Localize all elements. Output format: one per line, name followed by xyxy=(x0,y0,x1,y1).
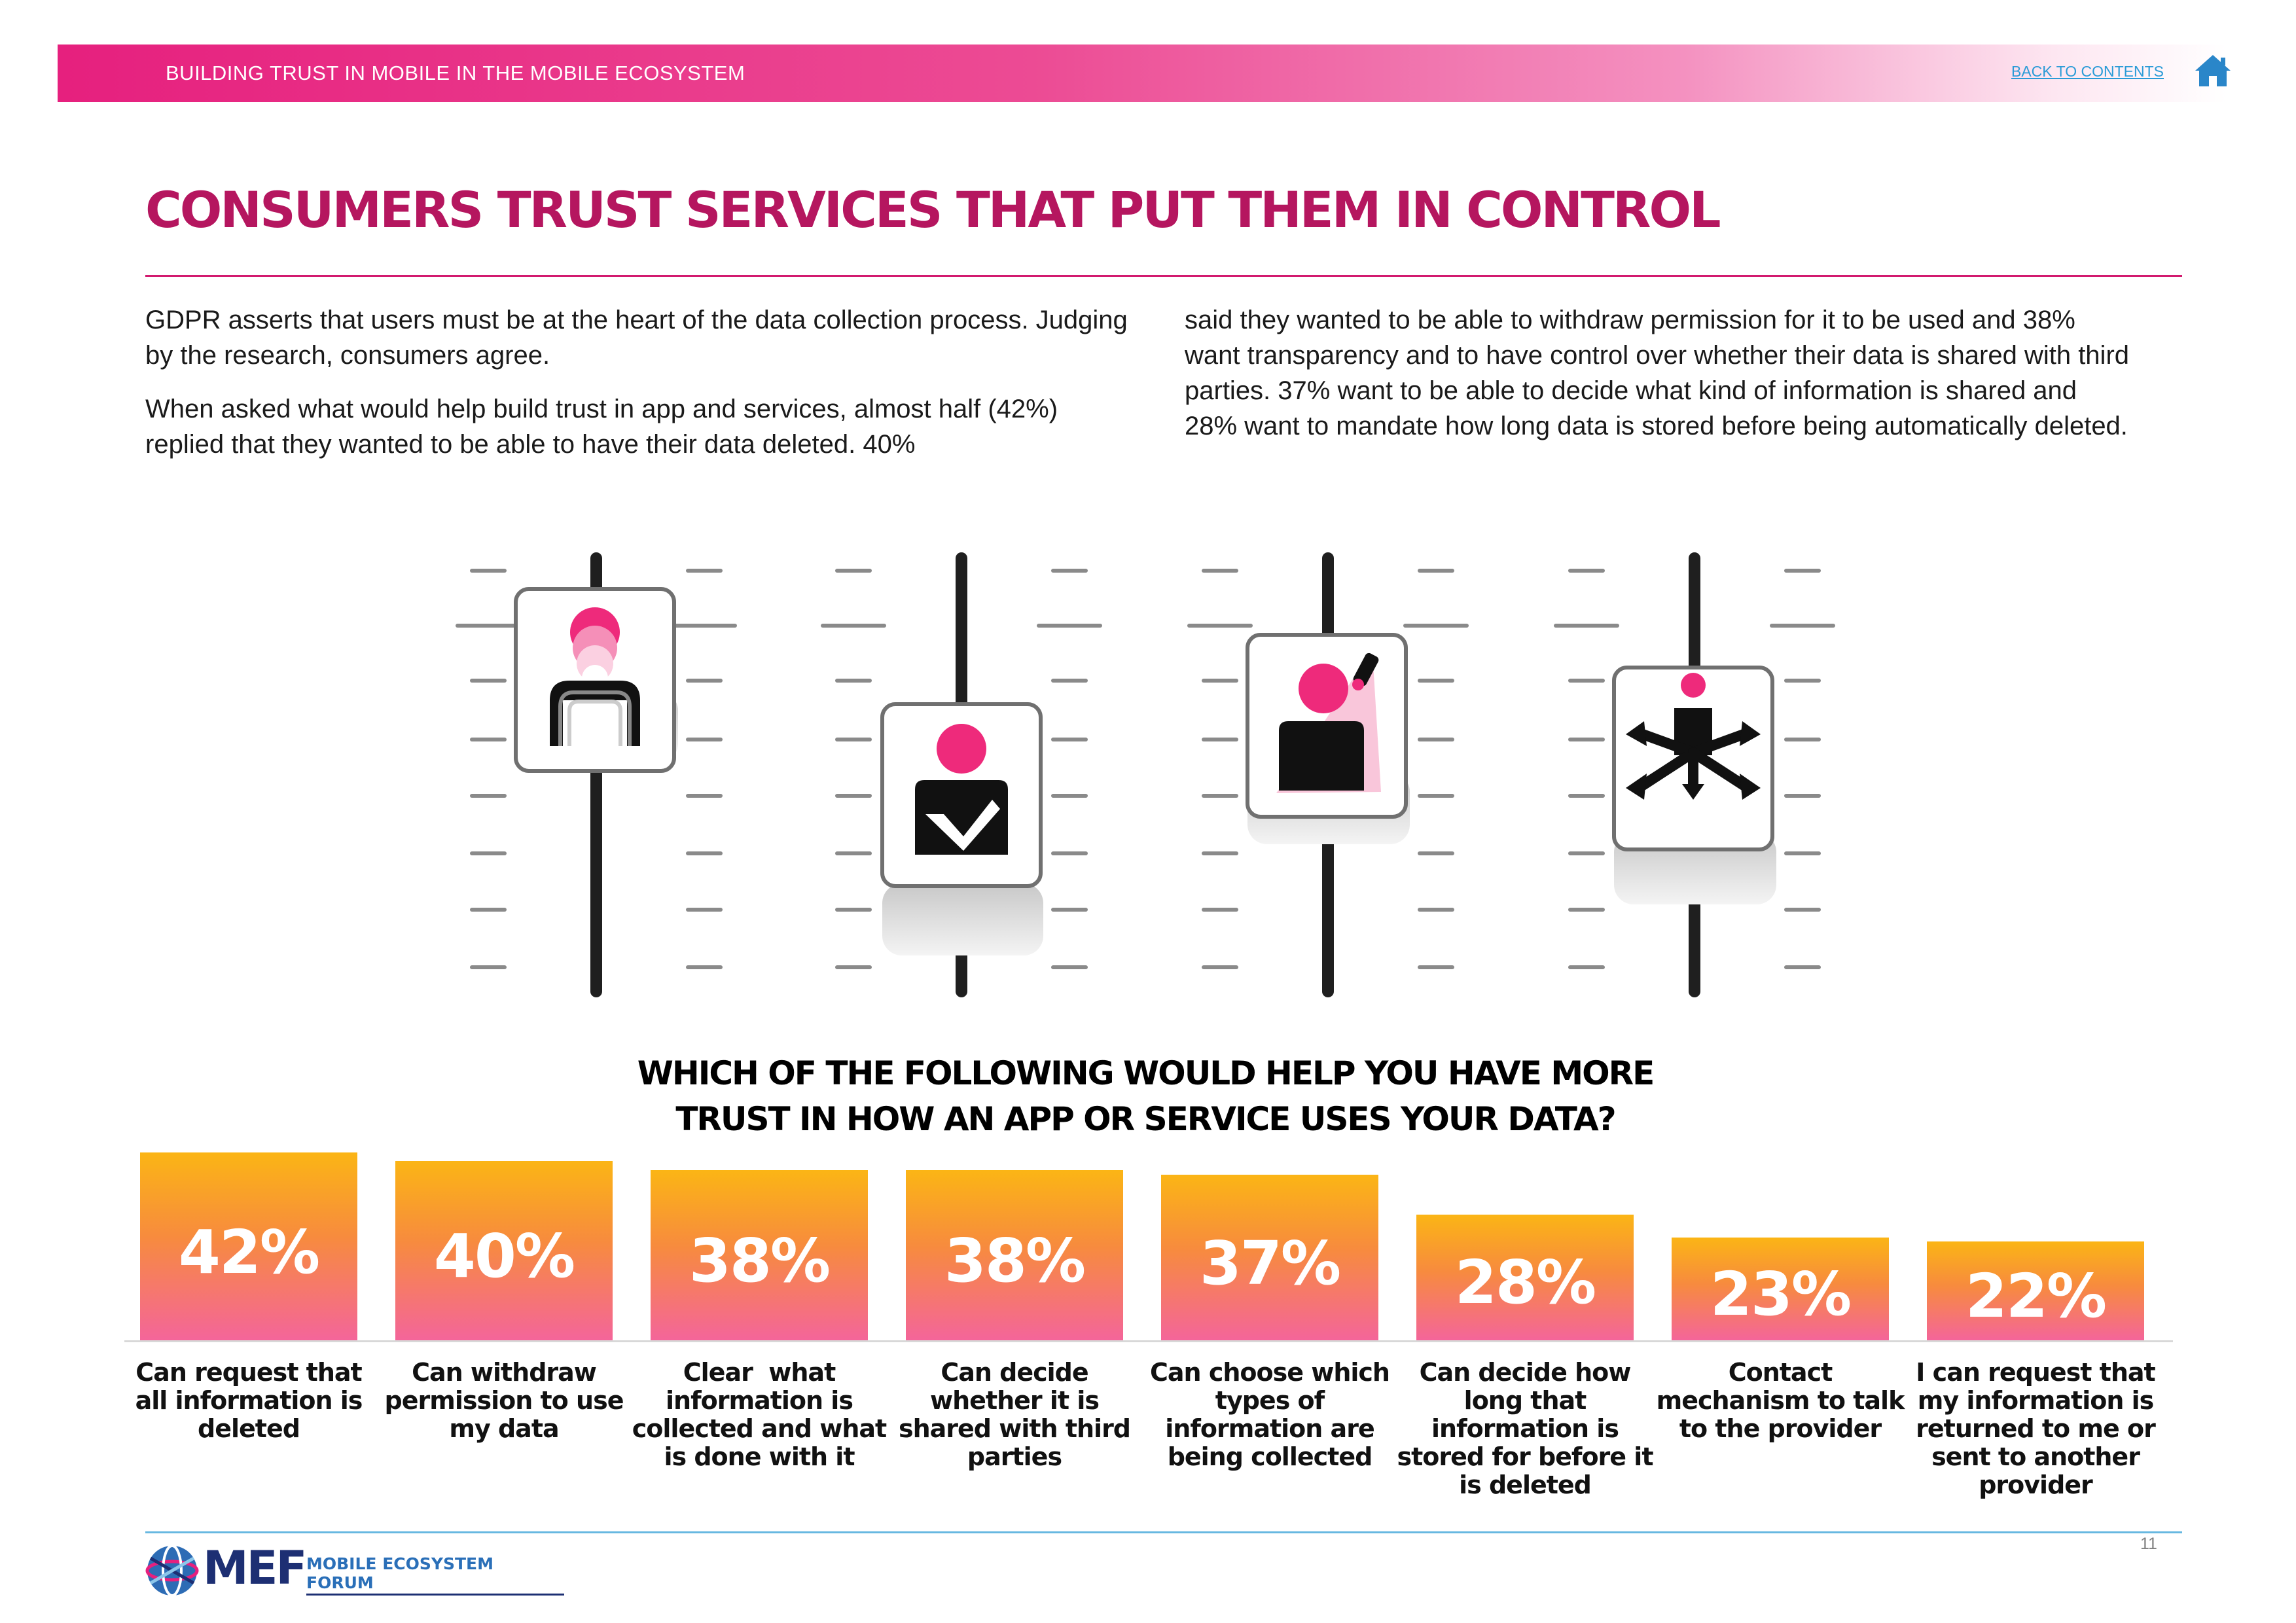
body-paragraph: said they wanted to be able to withdraw … xyxy=(1185,306,2130,440)
bar-6 xyxy=(1416,1215,1634,1340)
category-label-line: Clear what xyxy=(683,1358,836,1387)
category-label-line: returned to me or xyxy=(1916,1414,2156,1443)
page-title: CONSUMERS TRUST SERVICES THAT PUT THEM I… xyxy=(145,181,1721,239)
home-icon[interactable] xyxy=(2194,52,2232,89)
slider-tick-marks xyxy=(456,569,1835,969)
bar-7 xyxy=(1672,1238,1889,1340)
logo-subtext: MOBILE ECOSYSTEM FORUM xyxy=(306,1554,564,1596)
category-label-line: parties xyxy=(967,1442,1062,1471)
category-label: Contact mechanism to talk to the provider xyxy=(1652,1359,1909,1443)
category-label-line: stored for before it xyxy=(1397,1442,1654,1471)
globe-icon xyxy=(145,1544,199,1597)
category-label-line: mechanism to talk xyxy=(1656,1386,1905,1415)
trust-factors-bar-chart: 42% Can request that all information is del… xyxy=(124,1139,2173,1584)
category-label: Can decide whether it is shared with third… xyxy=(886,1359,1143,1471)
header-bar: BUILDING TRUST IN MOBILE IN THE MOBILE E… xyxy=(58,45,2227,102)
bar-3 xyxy=(651,1170,868,1340)
chart-baseline xyxy=(124,1340,2173,1342)
slider-3 xyxy=(1246,552,1410,997)
bar-value-label: 38% xyxy=(944,1226,1086,1296)
bar-8 xyxy=(1927,1241,2144,1340)
category-label-line: permission to use xyxy=(384,1386,624,1415)
category-label: Clear what information is collected and wh… xyxy=(631,1359,888,1471)
category-label: I can request that my information is retur… xyxy=(1907,1359,2164,1499)
category-label-line: collected and what xyxy=(632,1414,887,1443)
category-label-line: shared with third xyxy=(898,1414,1131,1443)
question-line-2: TRUST IN HOW AN APP OR SERVICE USES YOUR… xyxy=(675,1100,1616,1138)
category-label: Can request that all information is delete… xyxy=(120,1359,377,1443)
person-spotlight-icon xyxy=(1276,652,1381,793)
title-divider xyxy=(145,275,2182,277)
slider-2 xyxy=(880,552,1043,997)
body-paragraph: When asked what would help build trust i… xyxy=(145,395,1058,459)
bar-value-label: 42% xyxy=(178,1217,320,1287)
slider-4 xyxy=(1612,552,1776,997)
bar-5 xyxy=(1161,1175,1378,1340)
person-arrows-icon xyxy=(1626,673,1761,800)
category-label-line: Can withdraw xyxy=(412,1358,597,1387)
category-label-line: sent to another xyxy=(1931,1442,2140,1471)
chart-question: WHICH OF THE FOLLOWING WOULD HELP YOU HA… xyxy=(497,1050,1793,1142)
category-label: Can decide how long that information is sto… xyxy=(1397,1358,1654,1499)
category-label-line: Can choose which xyxy=(1150,1358,1390,1387)
logo-text: MEF xyxy=(203,1541,307,1595)
category-label: Can withdraw permission to use my data xyxy=(376,1359,632,1443)
category-label-line: Contact xyxy=(1728,1358,1833,1387)
back-to-contents-link[interactable]: BACK TO CONTENTS xyxy=(2011,63,2164,80)
category-label-line: information are xyxy=(1165,1414,1374,1443)
bar-1 xyxy=(140,1152,357,1340)
category-label-line: Can decide xyxy=(941,1358,1088,1387)
category-label-line: is deleted xyxy=(1459,1471,1592,1499)
category-label-line: to the provider xyxy=(1679,1414,1882,1443)
category-label-line: being collected xyxy=(1167,1442,1373,1471)
category-label-line: deleted xyxy=(198,1414,300,1443)
category-label-line: types of xyxy=(1215,1386,1325,1415)
category-label: Can choose which types of information are b… xyxy=(1141,1359,1398,1471)
bar-value-label: 40% xyxy=(433,1221,575,1291)
category-label-line: information is xyxy=(1431,1414,1619,1443)
category-label-line: is done with it xyxy=(664,1442,855,1471)
body-column-left: GDPR asserts that users must be at the h… xyxy=(145,302,1140,480)
slider-1 xyxy=(514,552,678,997)
category-label-line: information is xyxy=(666,1386,853,1415)
question-line-1: WHICH OF THE FOLLOWING WOULD HELP YOU HA… xyxy=(637,1054,1655,1092)
body-column-right: said they wanted to be able to withdraw … xyxy=(1185,302,2134,462)
category-label-line: provider xyxy=(1979,1471,2093,1499)
category-label-line: all information is xyxy=(135,1386,363,1415)
bar-value-label: 22% xyxy=(1965,1260,2107,1331)
category-label-line: my data xyxy=(449,1414,559,1443)
bar-4 xyxy=(906,1170,1123,1340)
category-label-line: Can decide how xyxy=(1419,1358,1632,1387)
category-label-line: my information is xyxy=(1917,1386,2155,1415)
person-checkmark-icon xyxy=(915,724,1008,855)
category-label-line: Can request that xyxy=(135,1358,362,1387)
footer-divider xyxy=(145,1531,2182,1533)
page-number: 11 xyxy=(2140,1535,2157,1553)
bar-value-label: 28% xyxy=(1454,1247,1596,1317)
bar-value-label: 23% xyxy=(1710,1258,1852,1329)
bar-value-label: 38% xyxy=(689,1226,831,1296)
bar-2 xyxy=(395,1161,613,1340)
mixer-sliders-illustration xyxy=(456,552,1835,997)
category-label-line: long that xyxy=(1463,1386,1587,1415)
category-label-line: I can request that xyxy=(1916,1358,2155,1387)
bar-value-label: 37% xyxy=(1199,1228,1341,1298)
section-title: BUILDING TRUST IN MOBILE IN THE MOBILE E… xyxy=(166,62,745,84)
mef-logo: MEF MOBILE ECOSYSTEM FORUM xyxy=(145,1541,564,1600)
body-paragraph: GDPR asserts that users must be at the h… xyxy=(145,306,1128,370)
category-label-line: whether it is xyxy=(930,1386,1100,1415)
fading-person-icon xyxy=(550,607,640,746)
